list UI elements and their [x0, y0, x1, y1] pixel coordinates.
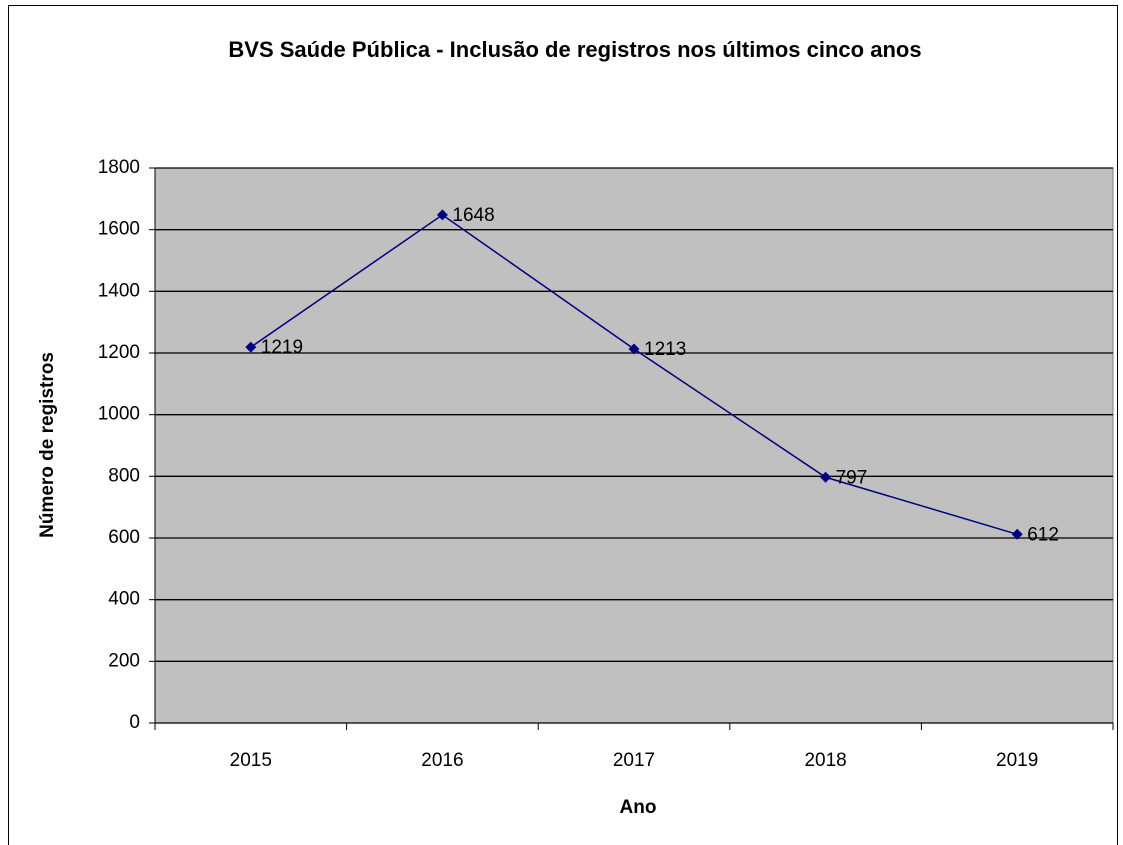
- data-point: [628, 343, 640, 355]
- y-tick-label: 800: [108, 465, 140, 486]
- chart-border: [8, 5, 1118, 845]
- data-label: 1219: [261, 337, 303, 358]
- data-point: [820, 471, 832, 483]
- y-tick-label: 1400: [98, 280, 140, 301]
- data-point: [436, 209, 448, 221]
- y-tick-label: 1800: [98, 157, 140, 178]
- x-axis-label: Ano: [620, 797, 657, 818]
- x-tick-label: 2017: [613, 750, 655, 771]
- y-tick-label: 1600: [98, 219, 140, 240]
- y-tick-label: 400: [108, 589, 140, 610]
- x-tick-label: 2016: [421, 750, 463, 771]
- data-label: 612: [1027, 524, 1059, 545]
- y-tick-label: 600: [108, 527, 140, 548]
- data-label: 1213: [644, 339, 686, 360]
- chart-title: BVS Saúde Pública - Inclusão de registro…: [228, 37, 922, 62]
- x-tick-label: 2015: [230, 750, 272, 771]
- x-tick-label: 2019: [996, 750, 1038, 771]
- x-tick-label: 2018: [804, 750, 846, 771]
- data-label: 797: [836, 467, 868, 488]
- data-label: 1648: [452, 205, 494, 226]
- data-point: [1011, 528, 1023, 540]
- data-point: [245, 341, 257, 353]
- y-axis-label: Número de registros: [37, 352, 58, 538]
- y-tick-label: 1200: [98, 342, 140, 363]
- plot-area: [154, 167, 1114, 724]
- y-tick-label: 0: [129, 712, 140, 733]
- y-tick-label: 1000: [98, 404, 140, 425]
- y-tick-label: 200: [108, 650, 140, 671]
